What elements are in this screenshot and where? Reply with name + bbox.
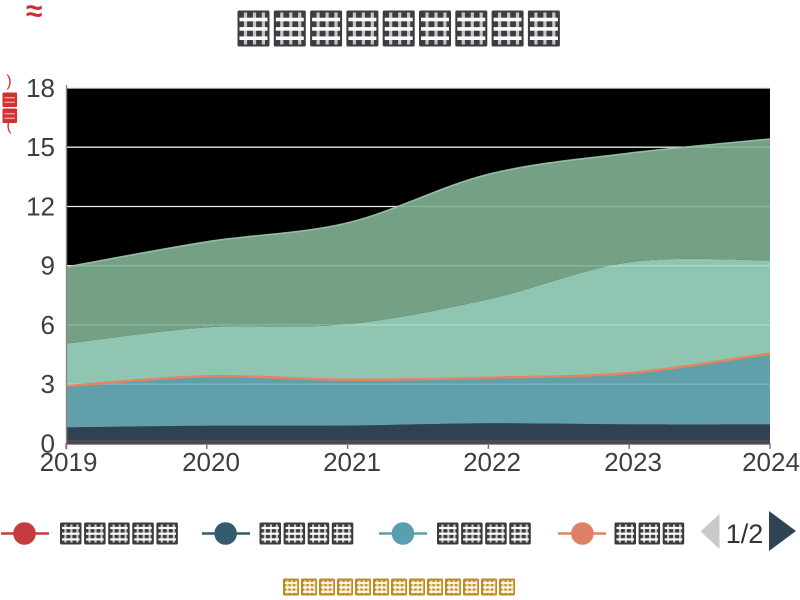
svg-text:2024: 2024 xyxy=(742,447,800,477)
svg-text:2023: 2023 xyxy=(604,447,662,477)
svg-text:): ) xyxy=(6,73,11,90)
svg-text:≈: ≈ xyxy=(26,0,42,28)
svg-text:(: ( xyxy=(6,117,12,134)
svg-text:3: 3 xyxy=(41,369,55,399)
svg-text:1/2: 1/2 xyxy=(726,519,764,549)
svg-text:15: 15 xyxy=(26,132,55,162)
svg-text:0: 0 xyxy=(41,428,55,458)
svg-text:12: 12 xyxy=(26,192,55,222)
svg-text:2020: 2020 xyxy=(182,447,240,477)
svg-text:6: 6 xyxy=(41,310,55,340)
svg-text:2021: 2021 xyxy=(323,447,381,477)
svg-text:2022: 2022 xyxy=(463,447,521,477)
svg-text:2019: 2019 xyxy=(40,447,98,477)
svg-text:18: 18 xyxy=(26,73,55,103)
svg-text:9: 9 xyxy=(41,251,55,281)
